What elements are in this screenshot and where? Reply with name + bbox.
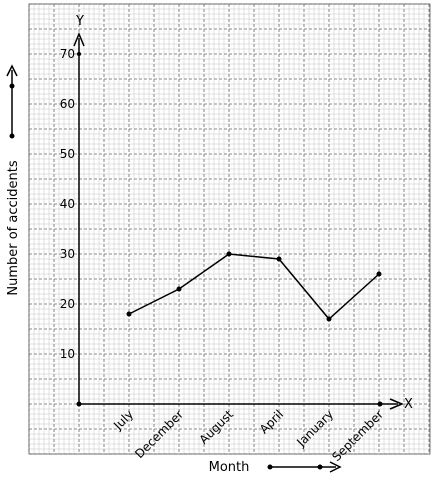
x-title-arrow-head (329, 461, 342, 473)
data-point (176, 286, 182, 292)
series-line (126, 251, 382, 322)
data-point (376, 271, 382, 277)
origin-dot (76, 401, 82, 407)
y-title-arrow-head (6, 64, 18, 77)
y-tick-label: 70 (60, 47, 75, 61)
y-title-arrow-dot-2 (9, 83, 15, 89)
data-point (276, 256, 282, 262)
y-axis-title: Number of accidents (6, 160, 21, 295)
x-title-arrow-dot-1 (267, 464, 273, 470)
y-axis-letter: Y (75, 14, 84, 29)
x-axis-arrow (389, 398, 404, 410)
y-tick-label: 10 (60, 347, 75, 361)
y-tick-label: 20 (60, 297, 75, 311)
x-axis-end-dot (377, 401, 383, 407)
y-axis-arrow (73, 32, 85, 47)
y-tick-label: 40 (60, 197, 75, 211)
data-point (226, 251, 232, 257)
x-axis-title: Month (209, 460, 250, 475)
series-polyline (128, 253, 380, 321)
data-point (326, 316, 332, 322)
y-tick-label: 30 (60, 247, 75, 261)
x-tick-label: April (257, 407, 286, 436)
x-axis-letter: X (404, 397, 413, 412)
y-title-arrow-dot-1 (9, 133, 15, 139)
grid-border (28, 3, 431, 455)
x-title-arrow-dot-2 (317, 464, 323, 470)
y-top-tick-dot (77, 52, 81, 56)
y-tick-label: 60 (60, 97, 75, 111)
y-tick-label: 50 (60, 147, 75, 161)
x-tick-label: September (329, 407, 386, 464)
y-tick-labels: 10 20 30 40 50 60 70 (60, 47, 81, 361)
x-tick-label: August (197, 407, 237, 447)
data-point (126, 311, 132, 317)
